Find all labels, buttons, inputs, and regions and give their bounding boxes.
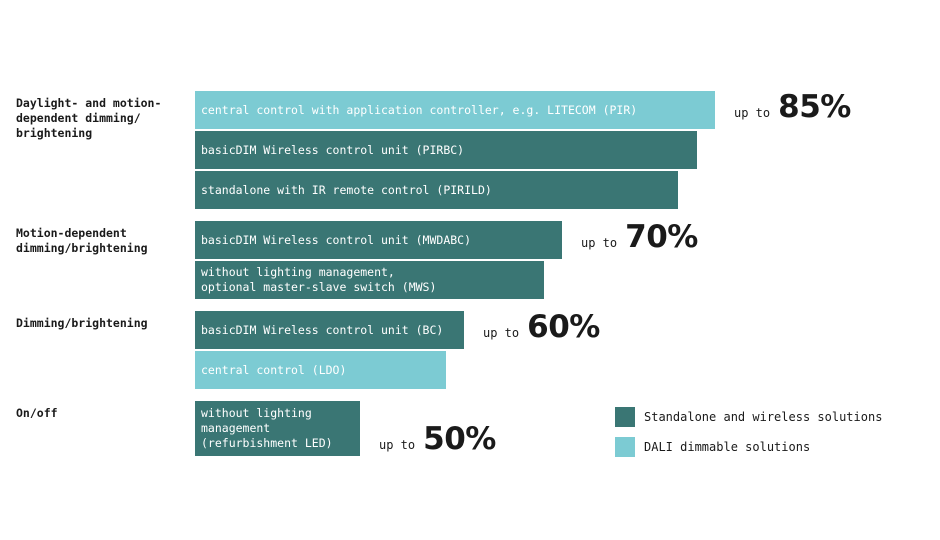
legend-label-standalone: Standalone and wireless solutions [644, 410, 883, 424]
savings-label: up to 60% [483, 309, 600, 345]
savings-prefix: up to [581, 236, 618, 250]
group-label: Dimming/brightening [16, 316, 148, 330]
bar: central control (LDO) [195, 351, 446, 389]
legend-swatch-dali [615, 437, 635, 457]
bar: basicDIM Wireless control unit (BC) [195, 311, 464, 349]
group-label: Motion-dependent dimming/brightening [16, 226, 148, 255]
legend-item-standalone: Standalone and wireless solutions [615, 407, 882, 427]
legend: Standalone and wireless solutions DALI d… [615, 407, 882, 467]
bar: central control with application control… [195, 91, 715, 129]
legend-label-dali: DALI dimmable solutions [644, 440, 811, 454]
savings-value: 50% [423, 421, 496, 457]
savings-label: up to 70% [581, 219, 698, 255]
savings-prefix: up to [379, 438, 416, 452]
bar: without lighting management, optional ma… [195, 261, 544, 299]
group-label: On/off [16, 406, 58, 420]
legend-item-dali: DALI dimmable solutions [615, 437, 882, 457]
bar: basicDIM Wireless control unit (PIRBC) [195, 131, 697, 169]
savings-label: up to 85% [734, 89, 851, 125]
savings-label: up to 50% [379, 421, 496, 457]
bar: standalone with IR remote control (PIRIL… [195, 171, 678, 209]
group-label: Daylight- and motion- dependent dimming/… [16, 96, 162, 140]
savings-prefix: up to [483, 326, 520, 340]
savings-prefix: up to [734, 106, 771, 120]
bar: basicDIM Wireless control unit (MWDABC) [195, 221, 562, 259]
savings-value: 70% [625, 219, 698, 255]
bar: without lighting management (refurbishme… [195, 401, 360, 456]
legend-swatch-standalone [615, 407, 635, 427]
savings-value: 60% [527, 309, 600, 345]
savings-value: 85% [778, 89, 851, 125]
